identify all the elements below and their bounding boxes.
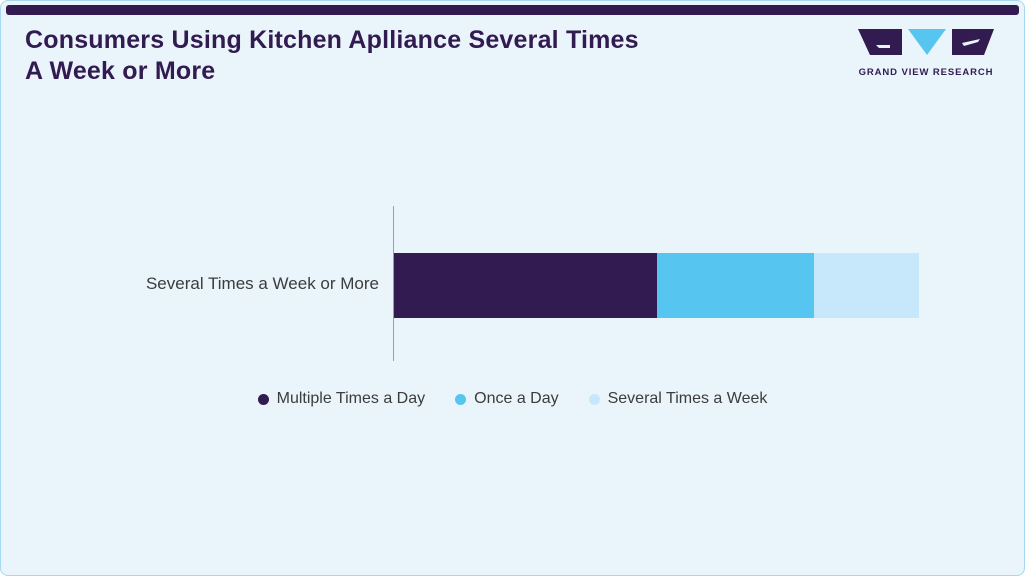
legend-item-once-a-day: Once a Day [455,390,559,408]
page-title: Consumers Using Kitchen Aplliance Severa… [25,26,639,86]
gvr-logo-icon [856,29,996,62]
legend-label: Multiple Times a Day [276,390,426,407]
header: Consumers Using Kitchen Aplliance Severa… [25,25,996,88]
top-accent-strip [6,5,1019,15]
legend: Multiple Times a Day Once a Day Several … [1,390,1024,408]
brand-logo-text: GRAND VIEW RESEARCH [858,67,994,78]
legend-item-several-times-a-week: Several Times a Week [588,390,768,408]
legend-label: Once a Day [474,390,559,407]
legend-dot-icon [257,393,269,405]
stacked-bar [394,253,919,318]
category-label: Several Times a Week or More [145,274,379,293]
brand-logo: GRAND VIEW RESEARCH [856,25,996,78]
bar-segment-multiple-times-a-day [394,253,657,318]
legend-label: Several Times a Week [607,390,768,407]
bar-segment-once-a-day [656,253,814,318]
y-axis-line [393,206,394,361]
legend-item-multiple-times-a-day: Multiple Times a Day [257,390,426,408]
bar-segment-several-times-a-week [814,253,919,318]
legend-dot-icon [588,393,600,405]
legend-dot-icon [455,393,467,405]
